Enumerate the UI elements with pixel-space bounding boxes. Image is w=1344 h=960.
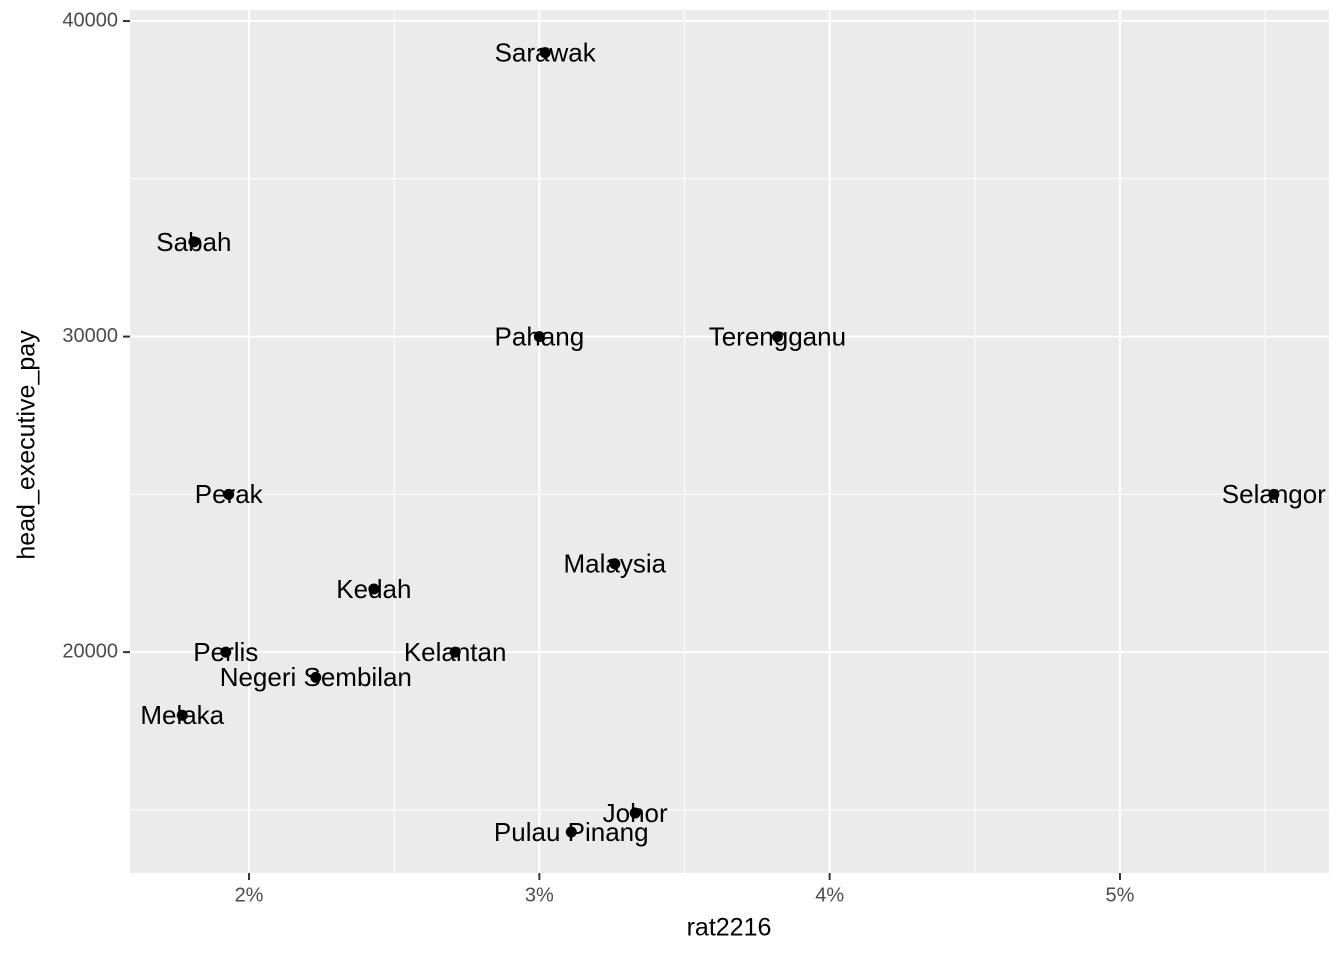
- y-tick-label: 30000: [62, 325, 118, 347]
- point: [565, 826, 577, 838]
- point: [771, 331, 783, 343]
- y-tick-label: 20000: [62, 640, 118, 662]
- point-label: Sabah: [156, 227, 231, 257]
- y-tick-label: 40000: [62, 9, 118, 31]
- point-label: Pahang: [495, 321, 585, 351]
- point-label: Malaysia: [564, 549, 667, 579]
- point: [176, 709, 188, 721]
- point: [609, 558, 621, 570]
- marks: Sarawak Sabah Pahang Terengganu Selangor Pera…: [140, 37, 1326, 846]
- point-label: Kedah: [336, 574, 411, 604]
- point-label: Melaka: [140, 700, 224, 730]
- point-label: Selangor: [1222, 479, 1326, 509]
- point: [188, 236, 200, 248]
- point-label: Perak: [195, 479, 264, 509]
- point-label: Perlis: [193, 637, 258, 667]
- y-axis-title: head_executive_pay: [13, 330, 41, 560]
- point: [310, 671, 322, 683]
- x-tick-label: 5%: [1106, 884, 1135, 906]
- point: [220, 646, 232, 658]
- panel: [130, 10, 1329, 873]
- grid: [130, 10, 1329, 873]
- point: [629, 807, 641, 819]
- point: [533, 331, 545, 343]
- point: [223, 488, 235, 500]
- point: [539, 47, 551, 59]
- point-label: Negeri Sembilan: [220, 662, 412, 692]
- point-label: Terengganu: [709, 321, 846, 351]
- x-tick-label: 4%: [815, 884, 844, 906]
- point: [368, 583, 380, 595]
- point-label: Sarawak: [495, 37, 597, 67]
- point-label: Johor: [603, 798, 668, 828]
- x-tick-label: 2%: [235, 884, 264, 906]
- point: [449, 646, 461, 658]
- point-label: Pulau Pinang: [494, 817, 649, 847]
- point-label: Kelantan: [404, 637, 507, 667]
- x-tick-label: 3%: [525, 884, 554, 906]
- point: [1268, 488, 1280, 500]
- x-axis-title: rat2216: [687, 914, 772, 942]
